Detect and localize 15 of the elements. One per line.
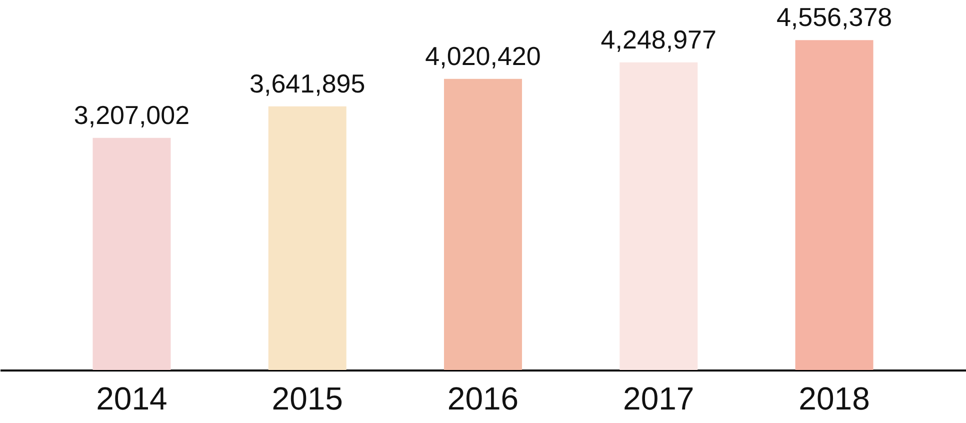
data-label: 4,248,977: [600, 24, 716, 54]
bar: [92, 138, 171, 370]
data-label: 4,556,378: [776, 2, 892, 32]
x-tick-label: 2014: [96, 380, 168, 416]
bar: [795, 40, 874, 370]
x-tick-label: 2017: [623, 380, 694, 416]
x-tick-label: 2015: [272, 380, 343, 416]
bar: [444, 78, 522, 370]
data-label: 3,207,002: [74, 100, 190, 130]
data-label: 3,641,895: [250, 68, 366, 98]
data-label: 4,020,420: [425, 40, 541, 71]
bar: [620, 62, 698, 370]
x-tick-label: 2016: [447, 380, 519, 416]
bar: [268, 106, 346, 370]
x-tick-label: 2018: [798, 380, 870, 416]
